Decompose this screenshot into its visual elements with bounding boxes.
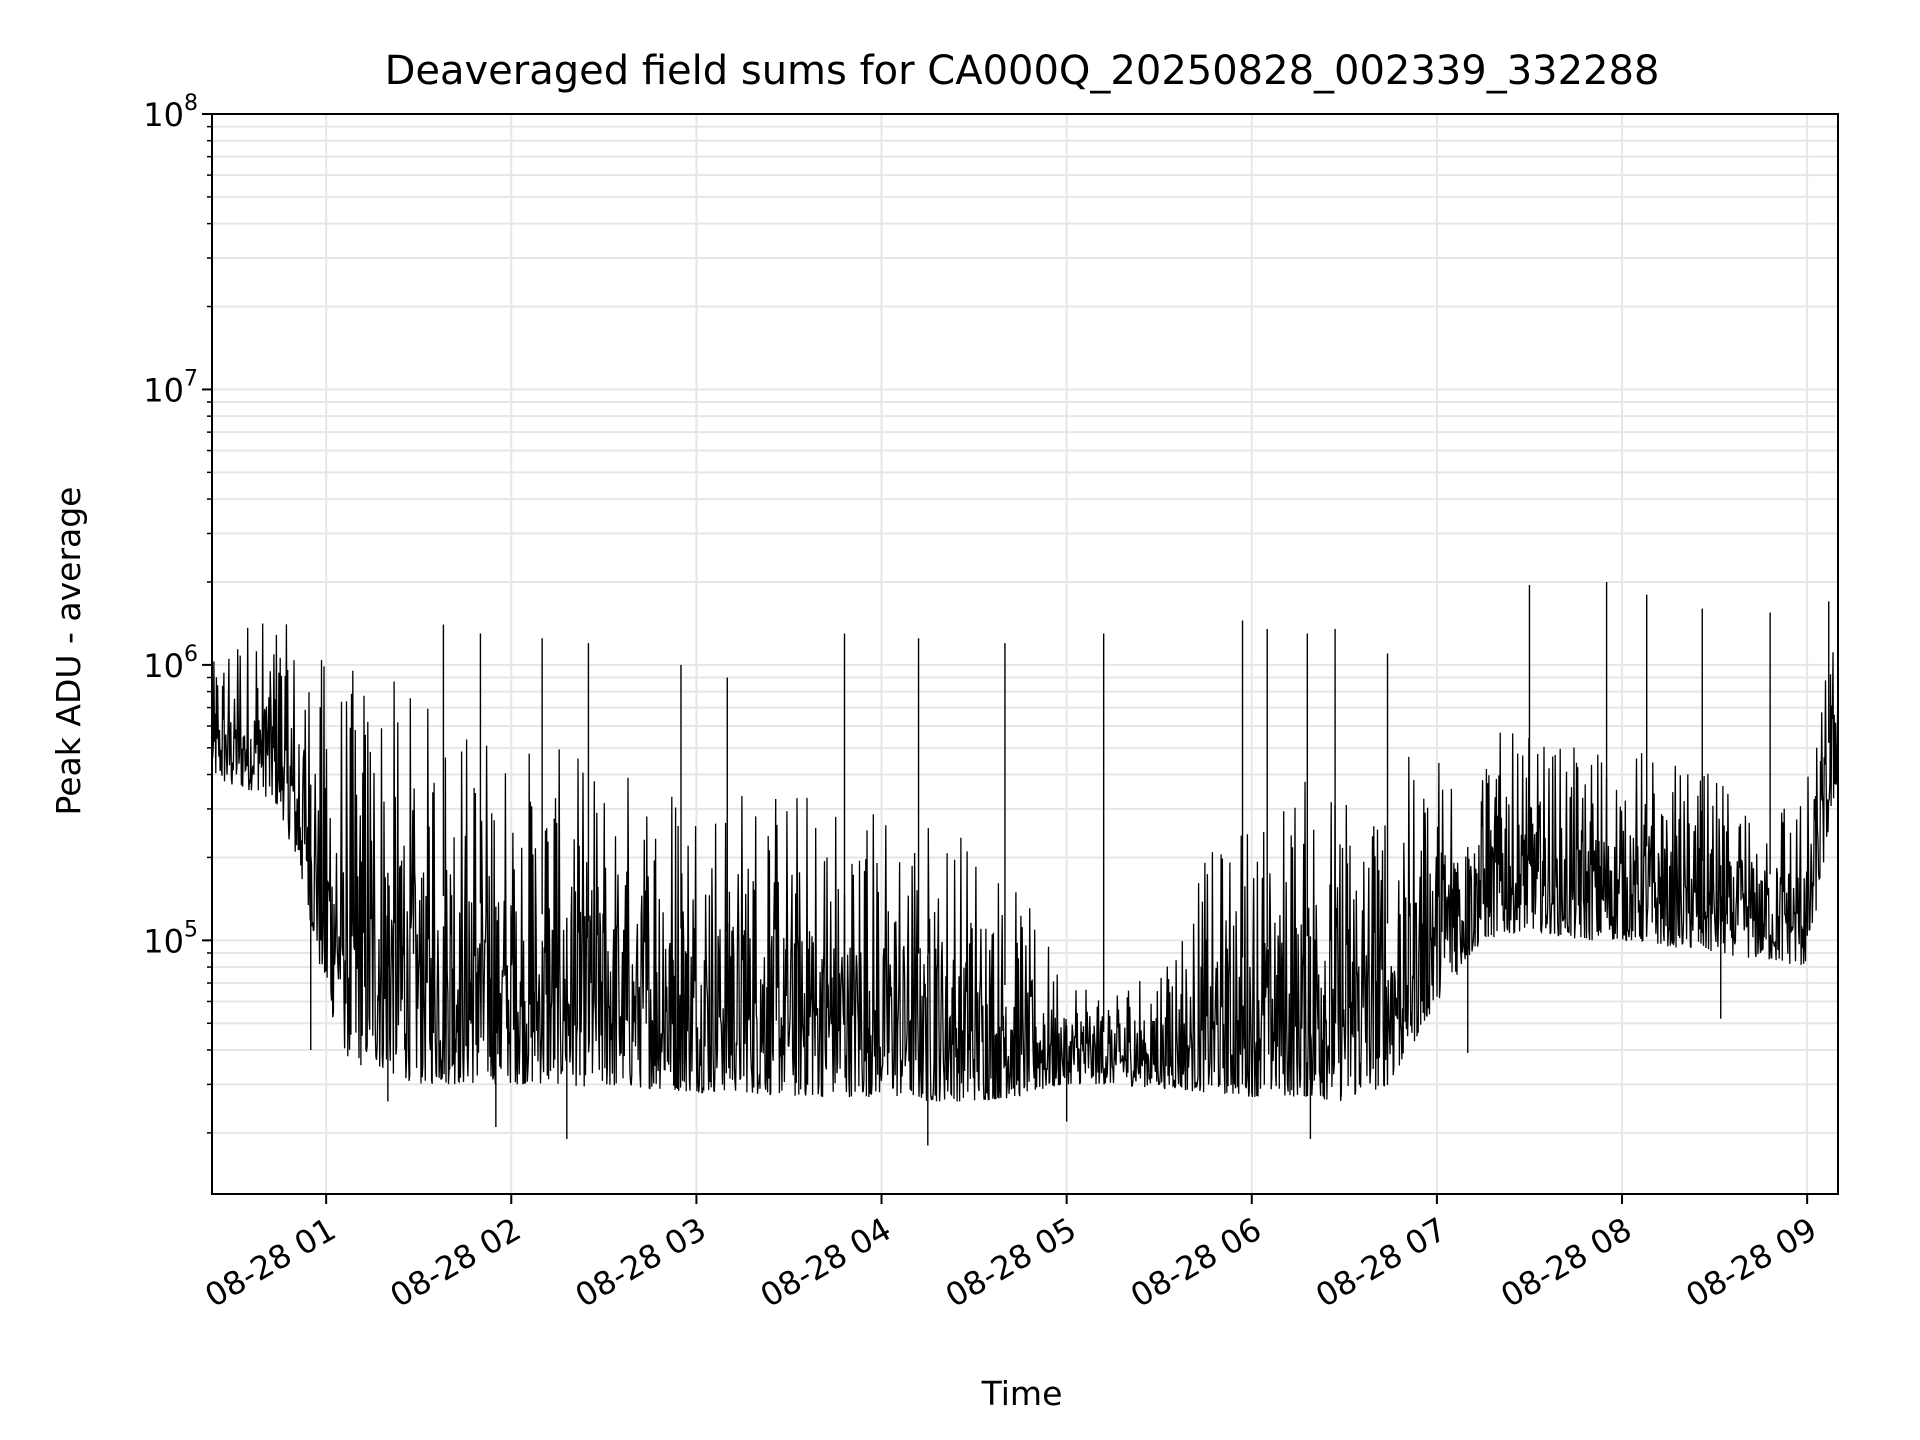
y-tick-base: 10 [143, 922, 184, 960]
y-tick-base: 10 [143, 96, 184, 134]
y-tick-exponent: 5 [184, 917, 198, 942]
plot-area-frame [211, 113, 1839, 1195]
chart-title: Deaveraged field sums for CA000Q_2025082… [385, 48, 1660, 94]
x-axis-label: Time [981, 1374, 1063, 1413]
y-tick-label: 108 [143, 91, 198, 134]
data-series [211, 581, 1839, 1146]
y-tick-base: 10 [143, 647, 184, 685]
y-tick-label: 107 [143, 366, 198, 409]
y-tick-exponent: 7 [184, 366, 198, 391]
y-axis-label: Peak ADU - average [49, 487, 88, 816]
y-tick-base: 10 [143, 371, 184, 409]
y-tick-exponent: 6 [184, 642, 198, 667]
series-line [211, 623, 1839, 1102]
y-tick-exponent: 8 [184, 91, 198, 116]
y-tick-label: 106 [143, 642, 198, 685]
y-tick-label: 105 [143, 917, 198, 960]
